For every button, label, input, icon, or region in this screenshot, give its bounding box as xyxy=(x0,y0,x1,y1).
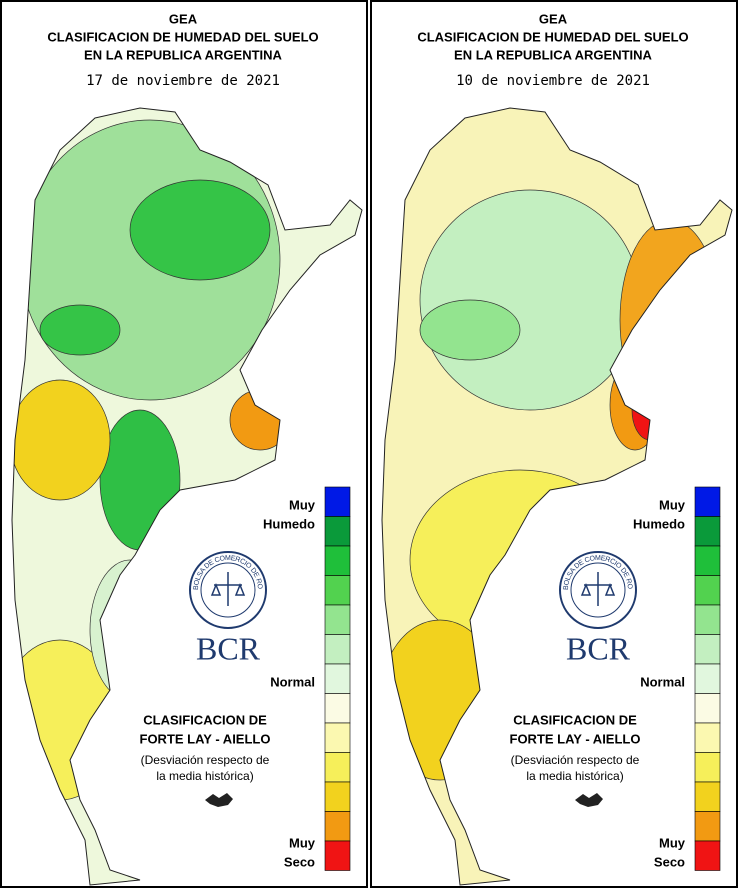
legend-swatch xyxy=(324,486,351,517)
country-outline xyxy=(11,107,363,886)
legend-swatch xyxy=(694,693,721,724)
legend-swatch xyxy=(694,840,721,871)
islands xyxy=(575,793,603,807)
legend-swatch xyxy=(694,811,721,842)
logo-inner xyxy=(200,562,256,618)
note-line: CLASIFICACION DE xyxy=(513,712,637,727)
logo-name: BCR xyxy=(566,630,631,666)
legend-label: Seco xyxy=(284,854,315,869)
legend-swatch xyxy=(324,781,351,812)
note-line: la media histórica) xyxy=(526,769,623,783)
country-outline xyxy=(381,107,733,886)
moisture-zone xyxy=(419,189,641,411)
title-line: EN LA REPUBLICA ARGENTINA xyxy=(84,47,283,62)
legend-swatch xyxy=(324,634,351,665)
legend-swatch xyxy=(324,752,351,783)
legend-label: Muy xyxy=(659,835,686,850)
note-line: CLASIFICACION DE xyxy=(143,712,267,727)
legend-swatch xyxy=(694,516,721,547)
legend-label: Normal xyxy=(640,674,685,689)
note-line: FORTE LAY - AIELLO xyxy=(140,731,271,746)
logo-emblem xyxy=(210,572,246,606)
legend-label: Muy xyxy=(289,835,316,850)
date: 17 de noviembre de 2021 xyxy=(86,73,280,89)
legend-swatch xyxy=(694,575,721,606)
legend-swatch xyxy=(694,545,721,576)
note-line: (Desviación respecto de xyxy=(141,753,270,767)
legend-label: Muy xyxy=(289,497,316,512)
title-line: CLASIFICACION DE HUMEDAD DEL SUELO xyxy=(417,29,688,44)
logo-emblem xyxy=(580,572,616,606)
moisture-zone xyxy=(129,179,271,281)
date: 10 de noviembre de 2021 xyxy=(456,73,650,89)
moisture-zone xyxy=(39,304,121,356)
legend-swatch xyxy=(324,811,351,842)
panel: GEA CLASIFICACION DE HUMEDAD DEL SUELO EN … xyxy=(367,0,738,888)
note-line: la media histórica) xyxy=(156,769,253,783)
legend-swatch xyxy=(324,516,351,547)
moisture-zone xyxy=(419,299,521,361)
legend-swatch xyxy=(324,840,351,871)
legend-label: Muy xyxy=(659,497,686,512)
logo-name: BCR xyxy=(196,630,261,666)
title-line: CLASIFICACION DE HUMEDAD DEL SUELO xyxy=(47,29,318,44)
note-line: (Desviación respecto de xyxy=(511,753,640,767)
title-line: GEA xyxy=(169,11,198,26)
legend-label: Humedo xyxy=(633,516,685,531)
legend-label: Humedo xyxy=(263,516,315,531)
islands xyxy=(205,793,233,807)
legend-swatch xyxy=(694,722,721,753)
legend-swatch xyxy=(694,752,721,783)
legend-swatch xyxy=(694,663,721,694)
panel: GEA CLASIFICACION DE HUMEDAD DEL SUELO EN … xyxy=(0,0,368,888)
legend-swatch xyxy=(694,486,721,517)
legend-label: Normal xyxy=(270,674,315,689)
moisture-zone xyxy=(12,379,111,501)
legend-swatch xyxy=(324,722,351,753)
note-line: FORTE LAY - AIELLO xyxy=(510,731,641,746)
legend-swatch xyxy=(694,634,721,665)
legend-swatch xyxy=(324,663,351,694)
legend-label: Seco xyxy=(654,854,685,869)
legend-swatch xyxy=(324,693,351,724)
logo-inner xyxy=(570,562,626,618)
legend-swatch xyxy=(324,545,351,576)
legend-swatch xyxy=(324,575,351,606)
legend-swatch xyxy=(694,604,721,635)
title-line: EN LA REPUBLICA ARGENTINA xyxy=(454,47,653,62)
legend-swatch xyxy=(324,604,351,635)
title-line: GEA xyxy=(539,11,568,26)
legend-swatch xyxy=(694,781,721,812)
